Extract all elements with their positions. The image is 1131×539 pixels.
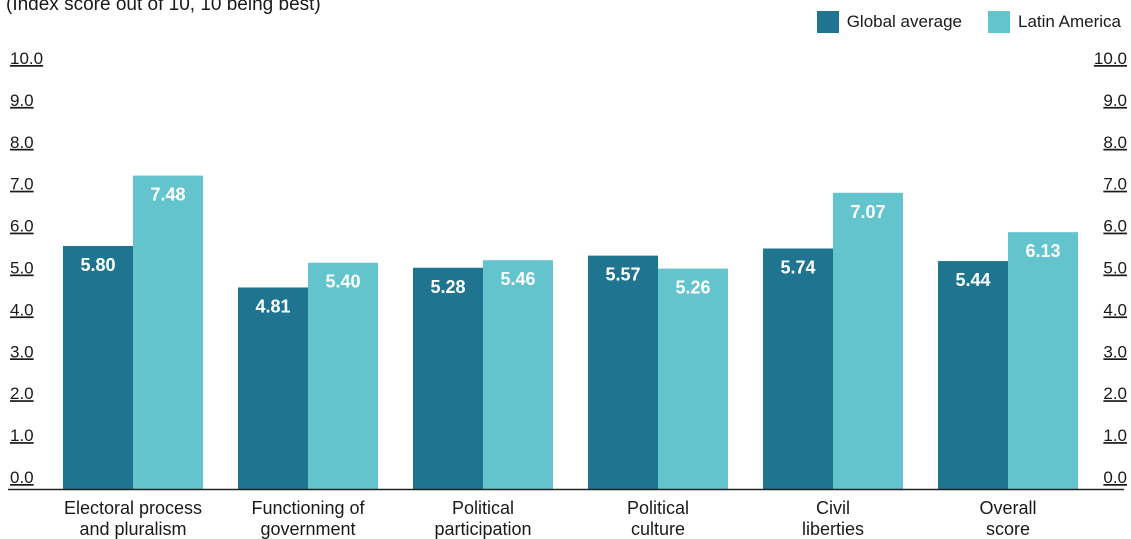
bar-latin-america: [1008, 232, 1078, 489]
legend-item-global-average: Global average: [816, 11, 962, 33]
x-category-label: and pluralism: [79, 519, 186, 539]
y-tick-label-left: 7.0: [10, 175, 34, 194]
y-tick-label-right: 9.0: [1103, 91, 1127, 110]
bar-value-label: 5.46: [500, 269, 535, 289]
bar-global-average: [588, 255, 658, 489]
bar-value-label: 5.44: [955, 270, 990, 290]
bar-value-label: 5.28: [430, 277, 465, 297]
bar-value-label: 7.48: [150, 185, 185, 205]
bar-global-average: [938, 261, 1008, 489]
y-tick-label-right: 2.0: [1103, 384, 1127, 403]
y-tick-label-right: 6.0: [1103, 217, 1127, 236]
y-tick-label-left: 8.0: [10, 133, 34, 152]
x-category-label: Political: [627, 498, 689, 518]
bar-latin-america: [833, 192, 903, 489]
x-category-label: Political: [452, 498, 514, 518]
bar-value-label: 4.81: [255, 296, 290, 316]
y-tick-label-right: 3.0: [1103, 342, 1127, 361]
x-category-label: government: [260, 519, 355, 539]
bar-latin-america: [308, 262, 378, 489]
x-category-label: participation: [434, 519, 531, 539]
x-category-label: Functioning of: [251, 498, 365, 518]
bar-value-label: 5.74: [780, 257, 815, 277]
bar-value-label: 5.26: [675, 278, 710, 298]
y-tick-label-right: 0.0: [1103, 468, 1127, 487]
y-tick-label-left: 2.0: [10, 384, 34, 403]
y-tick-label-right: 8.0: [1103, 133, 1127, 152]
bar-global-average: [413, 267, 483, 489]
legend-swatch-latin-america: [988, 11, 1010, 33]
y-tick-label-left: 4.0: [10, 300, 34, 319]
y-tick-label-left: 0.0: [10, 468, 34, 487]
y-tick-label-left: 3.0: [10, 342, 34, 361]
y-tick-label-right: 4.0: [1103, 300, 1127, 319]
x-category-label: Overall: [979, 498, 1036, 518]
x-category-label: Electoral process: [64, 498, 202, 518]
legend-label-global-average: Global average: [846, 12, 962, 31]
bar-global-average: [763, 248, 833, 489]
y-tick-label-right: 5.0: [1103, 259, 1127, 278]
bar-latin-america: [658, 268, 728, 489]
x-category-label: Civil: [816, 498, 850, 518]
legend-item-latin-america: Latin America: [988, 11, 1121, 33]
x-category-label: score: [986, 519, 1030, 539]
y-tick-label-right: 7.0: [1103, 175, 1127, 194]
y-tick-label-left: 6.0: [10, 217, 34, 236]
y-tick-label-right: 10.0: [1094, 49, 1127, 68]
y-tick-label-right: 1.0: [1103, 426, 1127, 445]
y-tick-label-left: 1.0: [10, 426, 34, 445]
bar-global-average: [238, 287, 308, 489]
x-category-label: culture: [631, 519, 685, 539]
x-category-label: liberties: [802, 519, 864, 539]
bar-latin-america: [133, 175, 203, 489]
bar-value-label: 5.80: [80, 255, 115, 275]
bar-global-average: [63, 245, 133, 489]
chart-subtitle: (Index score out of 10, 10 being best): [6, 0, 321, 15]
bar-value-label: 5.40: [325, 272, 360, 292]
y-tick-label-left: 5.0: [10, 259, 34, 278]
bar-value-label: 5.57: [605, 265, 640, 285]
legend-swatch-global-average: [816, 11, 839, 33]
bar-value-label: 6.13: [1025, 241, 1060, 261]
bar-value-label: 7.07: [850, 202, 885, 222]
y-tick-label-left: 10.0: [10, 49, 43, 68]
chart-legend: Global average Latin America: [816, 11, 1121, 33]
y-tick-label-left: 9.0: [10, 91, 34, 110]
bar-latin-america: [483, 260, 553, 489]
legend-label-latin-america: Latin America: [1018, 12, 1121, 31]
